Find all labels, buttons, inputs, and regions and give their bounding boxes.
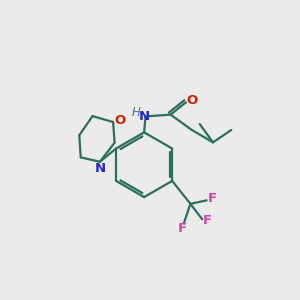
Text: N: N bbox=[94, 162, 105, 175]
Text: O: O bbox=[114, 114, 125, 127]
Text: H: H bbox=[132, 106, 141, 119]
Text: O: O bbox=[187, 94, 198, 107]
Text: N: N bbox=[139, 110, 150, 123]
Text: F: F bbox=[178, 222, 187, 236]
Text: F: F bbox=[207, 192, 217, 206]
Text: F: F bbox=[203, 214, 212, 227]
